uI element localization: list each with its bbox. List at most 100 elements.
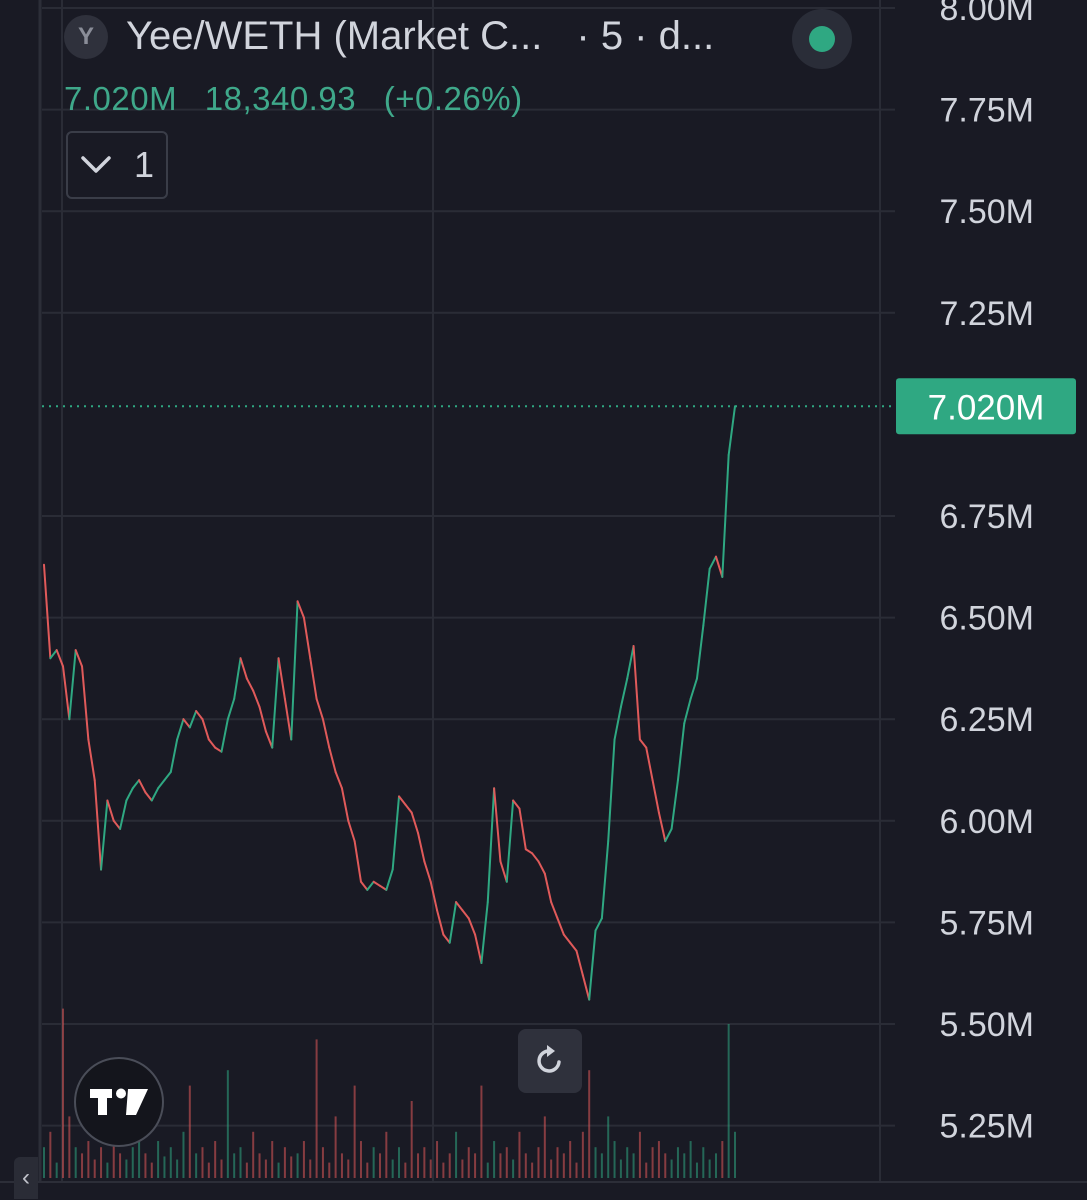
market-status-indicator[interactable]: [792, 9, 852, 69]
price-segment: [404, 803, 413, 814]
reset-icon: [537, 1045, 561, 1073]
volume-bar: [182, 1131, 185, 1178]
price-segment: [62, 665, 71, 721]
volume-bar: [372, 1147, 375, 1178]
price-segment: [423, 860, 432, 883]
price-change: (+0.26%): [383, 80, 523, 117]
volume-bar: [220, 1159, 223, 1178]
scroll-left-button[interactable]: ‹: [14, 1157, 38, 1199]
interval-label[interactable]: · 5 · d...: [576, 14, 715, 58]
volume-bar: [309, 1159, 312, 1178]
volume-bar: [258, 1153, 261, 1178]
volume-bar: [138, 1116, 141, 1178]
volume-bar: [594, 1147, 597, 1178]
volume-bar: [347, 1159, 350, 1178]
volume-bar: [619, 1159, 622, 1178]
price-segment: [569, 941, 578, 952]
symbol-title[interactable]: Yee/WETH (Market C...: [126, 14, 543, 58]
volume-bar: [727, 1024, 730, 1178]
price-segment: [493, 787, 502, 863]
volume-bar: [245, 1162, 248, 1178]
price-segment: [626, 645, 635, 680]
price-segment: [378, 884, 388, 891]
reset-chart-button[interactable]: [518, 1029, 582, 1093]
indicators-toggle-button[interactable]: 1: [66, 131, 168, 199]
chart-legend[interactable]: Y Yee/WETH (Market C... · 5 · d...: [64, 14, 728, 59]
price-segment: [543, 872, 553, 904]
price-value: 18,340.93: [204, 80, 357, 117]
price-segment: [410, 811, 420, 834]
price-segment: [651, 779, 660, 814]
volume-bar: [734, 1131, 736, 1178]
volume-bar: [283, 1147, 286, 1178]
volume-bar: [100, 1147, 103, 1178]
volume-bar: [226, 1070, 229, 1178]
volume-bar: [150, 1162, 153, 1178]
price-segment: [581, 974, 591, 1001]
price-segment: [480, 901, 489, 965]
price-segment: [214, 746, 223, 753]
volume-bar: [398, 1147, 401, 1178]
y-tick-label: 5.25M: [940, 1108, 1035, 1146]
price-segment: [600, 840, 610, 920]
volume-bar: [461, 1159, 464, 1178]
tradingview-logo[interactable]: [74, 1057, 164, 1147]
volume-bar: [195, 1153, 198, 1178]
volume-bar: [93, 1159, 96, 1178]
price-segment: [252, 689, 261, 709]
volume-bar: [588, 1070, 591, 1178]
volume-bar: [442, 1162, 445, 1178]
volume-bar: [626, 1147, 629, 1178]
volume-bar: [518, 1131, 521, 1178]
volume-bar: [106, 1162, 109, 1178]
volume-bar: [562, 1153, 565, 1178]
price-segment: [638, 738, 648, 749]
volume-bar: [271, 1141, 274, 1178]
price-segment: [353, 840, 362, 883]
price-segment: [220, 718, 229, 753]
volume-bar: [417, 1153, 420, 1178]
volume-bar: [353, 1085, 356, 1178]
volume-bar: [43, 1147, 45, 1178]
price-segment: [125, 787, 134, 802]
volume-bar: [144, 1153, 147, 1178]
price-segment: [518, 807, 527, 851]
price-segment: [144, 791, 153, 802]
volume-bar: [410, 1101, 413, 1178]
price-segment: [81, 665, 90, 741]
volume-bar: [359, 1141, 362, 1178]
price-segment: [486, 787, 496, 904]
volume-bar: [55, 1162, 58, 1178]
price-segment: [334, 771, 343, 790]
volume-bar: [714, 1153, 717, 1178]
price-segment: [417, 831, 426, 863]
price-segment: [537, 860, 546, 875]
price-segment: [201, 718, 210, 741]
price-segment: [448, 901, 458, 944]
y-tick-label: 8.00M: [940, 0, 1035, 28]
price-segment: [398, 795, 407, 806]
price-segment: [277, 657, 286, 700]
price-segment: [68, 649, 77, 721]
price-segment: [195, 710, 204, 721]
price-segment: [207, 738, 217, 749]
price-segment: [664, 827, 673, 843]
price-segment: [721, 454, 730, 578]
price-segment: [436, 909, 445, 936]
volume-bar: [708, 1159, 711, 1178]
volume-bar: [493, 1141, 496, 1178]
volume-bar: [676, 1147, 679, 1178]
price-segment: [264, 730, 274, 749]
y-tick-label: 7.75M: [940, 92, 1035, 130]
price-segment: [594, 917, 603, 932]
volume-bar: [328, 1162, 331, 1178]
volume-bar: [239, 1147, 242, 1178]
price-segment: [315, 697, 324, 721]
volume-bar: [315, 1039, 318, 1178]
volume-bar: [467, 1147, 470, 1178]
volume-bar: [87, 1141, 90, 1178]
price-segment: [176, 718, 185, 741]
volume-bar: [385, 1131, 388, 1178]
price-segment: [505, 799, 515, 883]
